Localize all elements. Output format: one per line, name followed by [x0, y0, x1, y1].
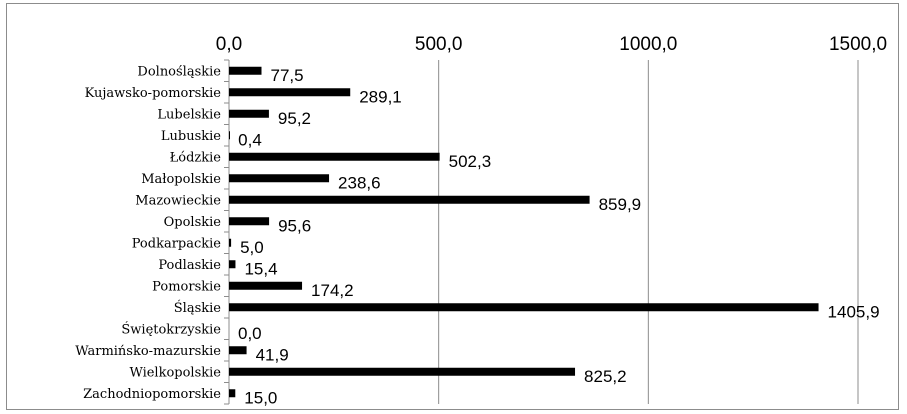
bar: [229, 346, 247, 355]
category-label: Wielkopolskie: [129, 365, 221, 380]
bar: [229, 281, 303, 290]
data-label: 1405,9: [828, 302, 880, 321]
category-label: Mazowieckie: [135, 193, 221, 208]
bar: [229, 109, 269, 118]
data-label: 77,5: [270, 66, 303, 85]
data-label: 825,2: [584, 367, 627, 386]
x-tick-label: 1000,0: [619, 34, 677, 55]
data-label: 95,2: [278, 109, 311, 128]
bar: [229, 238, 232, 247]
data-label: 289,1: [359, 87, 402, 106]
bar: [229, 66, 262, 75]
category-label: Małopolskie: [141, 172, 221, 187]
x-tick-label: 0,0: [216, 34, 242, 55]
data-label: 41,9: [256, 345, 289, 364]
data-label: 95,6: [278, 216, 311, 235]
data-label: 5,0: [240, 238, 264, 257]
category-label: Lubuskie: [161, 129, 221, 144]
data-label: 238,6: [338, 173, 381, 192]
category-label: Zachodniopomorskie: [83, 387, 221, 402]
data-label: 15,0: [244, 388, 277, 407]
data-label: 859,9: [599, 195, 642, 214]
bar: [229, 195, 590, 204]
data-label: 0,4: [238, 130, 262, 149]
category-label: Świętokrzyskie: [121, 320, 221, 337]
category-label: Pomorskie: [152, 279, 221, 294]
x-tick-label: 1500,0: [829, 34, 887, 55]
category-label: Warmińsko-mazurskie: [75, 344, 221, 359]
bar: [229, 174, 330, 183]
category-label: Łódzkie: [170, 150, 222, 165]
bar: [229, 131, 230, 140]
category-label: Dolnośląskie: [137, 64, 221, 79]
category-label: Śląskie: [174, 299, 222, 316]
bar: [229, 367, 576, 376]
chart-frame: 0,0 500,0 1000,0 1500,0 Dolnośląskie 77,5 Kuja…: [6, 3, 899, 410]
data-label: 0,0: [238, 324, 262, 343]
category-label: Podlaskie: [158, 258, 221, 273]
category-label: Kujawsko-pomorskie: [85, 86, 222, 101]
category-label: Podkarpackie: [132, 236, 222, 251]
bar: [229, 303, 819, 312]
category-label: Lubelskie: [157, 107, 221, 122]
data-label: 174,2: [311, 281, 354, 300]
data-label: 502,3: [449, 152, 492, 171]
bar: [229, 260, 236, 269]
x-tick-label: 500,0: [415, 34, 463, 55]
bar: [229, 217, 270, 226]
bar: [229, 152, 440, 161]
category-label: Opolskie: [164, 215, 222, 230]
bar: [229, 389, 236, 398]
data-label: 15,4: [244, 259, 277, 278]
bar-chart: 0,0 500,0 1000,0 1500,0 Dolnośląskie 77,5 Kuja…: [75, 34, 887, 407]
bar: [229, 88, 351, 97]
